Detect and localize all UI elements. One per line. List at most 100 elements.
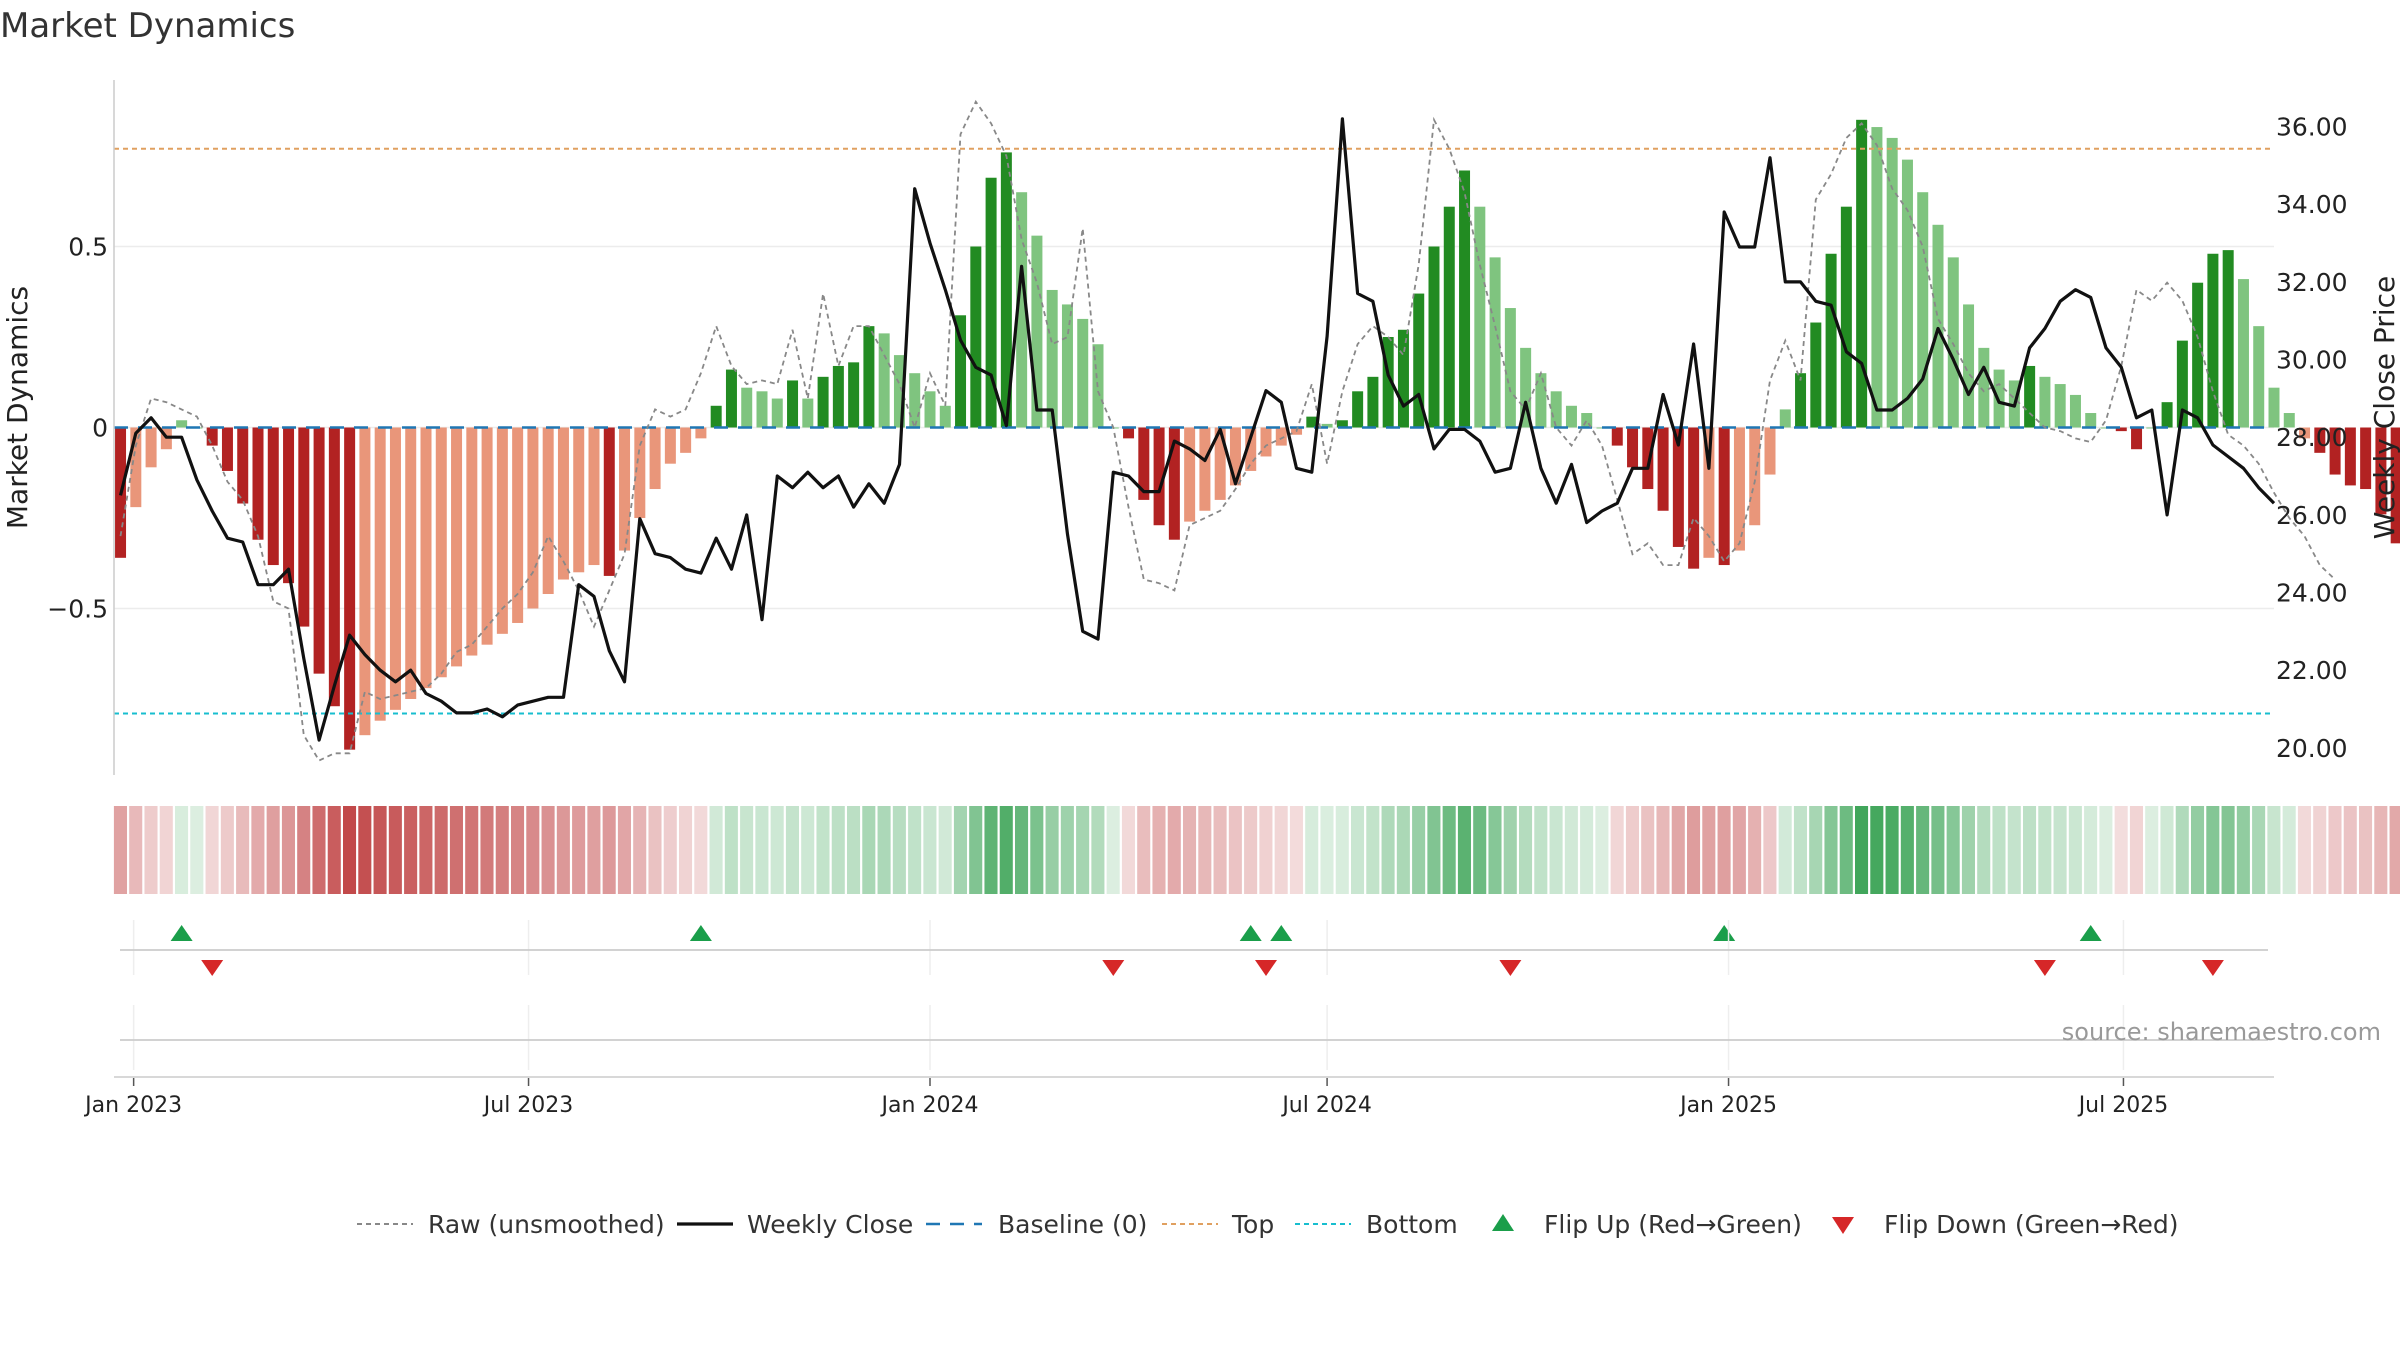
regime-cell — [1885, 806, 1899, 894]
regime-cell — [2068, 806, 2082, 894]
right-tick-label: 22.00 — [2276, 656, 2348, 685]
dynamics-bar — [1153, 427, 1165, 526]
legend-label: Baseline (0) — [998, 1210, 1147, 1239]
dynamics-bar — [1764, 427, 1776, 475]
dynamics-bar — [1382, 337, 1394, 428]
right-tick-label: 30.00 — [2276, 346, 2348, 375]
dynamics-bar — [1031, 235, 1043, 428]
regime-cell — [694, 806, 708, 894]
dynamics-bar — [603, 427, 615, 576]
dynamics-bar — [1077, 318, 1089, 428]
dynamics-bar — [176, 420, 188, 428]
right-axis-label: Weekly Close Price — [2368, 276, 2400, 539]
dynamics-bar — [1856, 119, 1868, 428]
regime-cell — [1396, 806, 1410, 894]
dynamics-bar — [756, 391, 768, 428]
regime-cell — [847, 806, 861, 894]
regime-cell — [2160, 806, 2174, 894]
regime-cell — [831, 806, 845, 894]
dynamics-bar — [1260, 427, 1272, 457]
source-label: source: sharemaestro.com — [2062, 1018, 2381, 1046]
dynamics-bar — [680, 427, 692, 453]
regime-cell — [1763, 806, 1777, 894]
left-tick-label: −0.5 — [47, 594, 108, 623]
regime-cell — [144, 806, 158, 894]
dynamics-bar — [878, 333, 890, 428]
flip-down-marker — [1255, 960, 1277, 976]
dynamics-bar — [542, 427, 554, 595]
dynamics-bar — [848, 362, 860, 428]
regime-cell — [1961, 806, 1975, 894]
regime-cell — [205, 806, 219, 894]
regime-cell — [1519, 806, 1533, 894]
dynamics-bar — [496, 427, 508, 634]
regime-cell — [1137, 806, 1151, 894]
dynamics-bar — [1275, 427, 1287, 446]
dynamics-bar — [1214, 427, 1226, 500]
regime-cell — [1381, 806, 1395, 894]
regime-cell — [1305, 806, 1319, 894]
dynamics-bar — [313, 427, 325, 674]
dynamics-bar — [267, 427, 279, 566]
dynamics-bar — [2146, 427, 2158, 429]
regime-cell — [969, 806, 983, 894]
regime-cell — [419, 806, 433, 894]
dynamics-bar — [2390, 427, 2400, 544]
dynamics-bar — [1642, 427, 1654, 490]
dynamics-bar — [893, 355, 905, 428]
regime-cell — [1259, 806, 1273, 894]
regime-cell — [1228, 806, 1242, 894]
dynamics-bar — [2069, 394, 2081, 428]
regime-cell — [1366, 806, 1380, 894]
regime-cell — [236, 806, 250, 894]
regime-cell — [1534, 806, 1548, 894]
regime-cell — [404, 806, 418, 894]
regime-cell — [2191, 806, 2205, 894]
dynamics-bar — [1443, 206, 1455, 428]
flip-up-marker — [2079, 925, 2102, 941]
regime-cell — [251, 806, 265, 894]
regime-cell — [2313, 806, 2327, 894]
dynamics-bar — [1672, 427, 1684, 547]
dynamics-bar — [1520, 347, 1532, 428]
dynamics-bar — [1489, 257, 1501, 428]
dynamics-bars — [115, 119, 2400, 750]
regime-cell — [755, 806, 769, 894]
flip-down-marker — [1102, 960, 1125, 976]
regime-cell — [892, 806, 906, 894]
regime-cell — [388, 806, 402, 894]
regime-cell — [801, 806, 815, 894]
dynamics-bar — [1627, 427, 1639, 468]
legend-label: Flip Up (Red→Green) — [1544, 1210, 1802, 1239]
dynamics-bar — [787, 380, 799, 428]
regime-cell — [1824, 806, 1838, 894]
dynamics-bar — [2314, 427, 2326, 453]
regime-cell — [1320, 806, 1334, 894]
legend-item-flip-up: Flip Up (Red→Green) — [1492, 1210, 1802, 1239]
dynamics-bar — [298, 427, 310, 627]
legend-item-baseline: Baseline (0) — [926, 1210, 1147, 1239]
regime-cell — [129, 806, 143, 894]
left-axis-label: Market Dynamics — [1, 286, 34, 529]
dynamics-bar — [939, 405, 951, 428]
dynamics-bar — [1474, 206, 1486, 428]
dynamics-bar — [2222, 250, 2234, 428]
legend-label: Flip Down (Green→Red) — [1884, 1210, 2179, 1239]
regime-cell — [1656, 806, 1670, 894]
dynamics-bar — [1046, 289, 1058, 428]
chart-title: Market Dynamics — [0, 6, 295, 46]
dynamics-bar — [725, 369, 737, 428]
dynamics-bar — [573, 427, 585, 573]
regime-cell — [281, 806, 295, 894]
dynamics-bar — [481, 427, 493, 645]
weekly-close-line — [118, 117, 2276, 742]
legend-item-bottom: Bottom — [1295, 1210, 1458, 1239]
regime-cell — [2328, 806, 2342, 894]
regime-cell — [327, 806, 341, 894]
regime-cell — [495, 806, 509, 894]
legend-item-close: Weekly Close — [677, 1210, 913, 1239]
regime-cell — [1580, 806, 1594, 894]
dynamics-bar — [389, 427, 401, 710]
dynamics-bar — [817, 376, 829, 428]
